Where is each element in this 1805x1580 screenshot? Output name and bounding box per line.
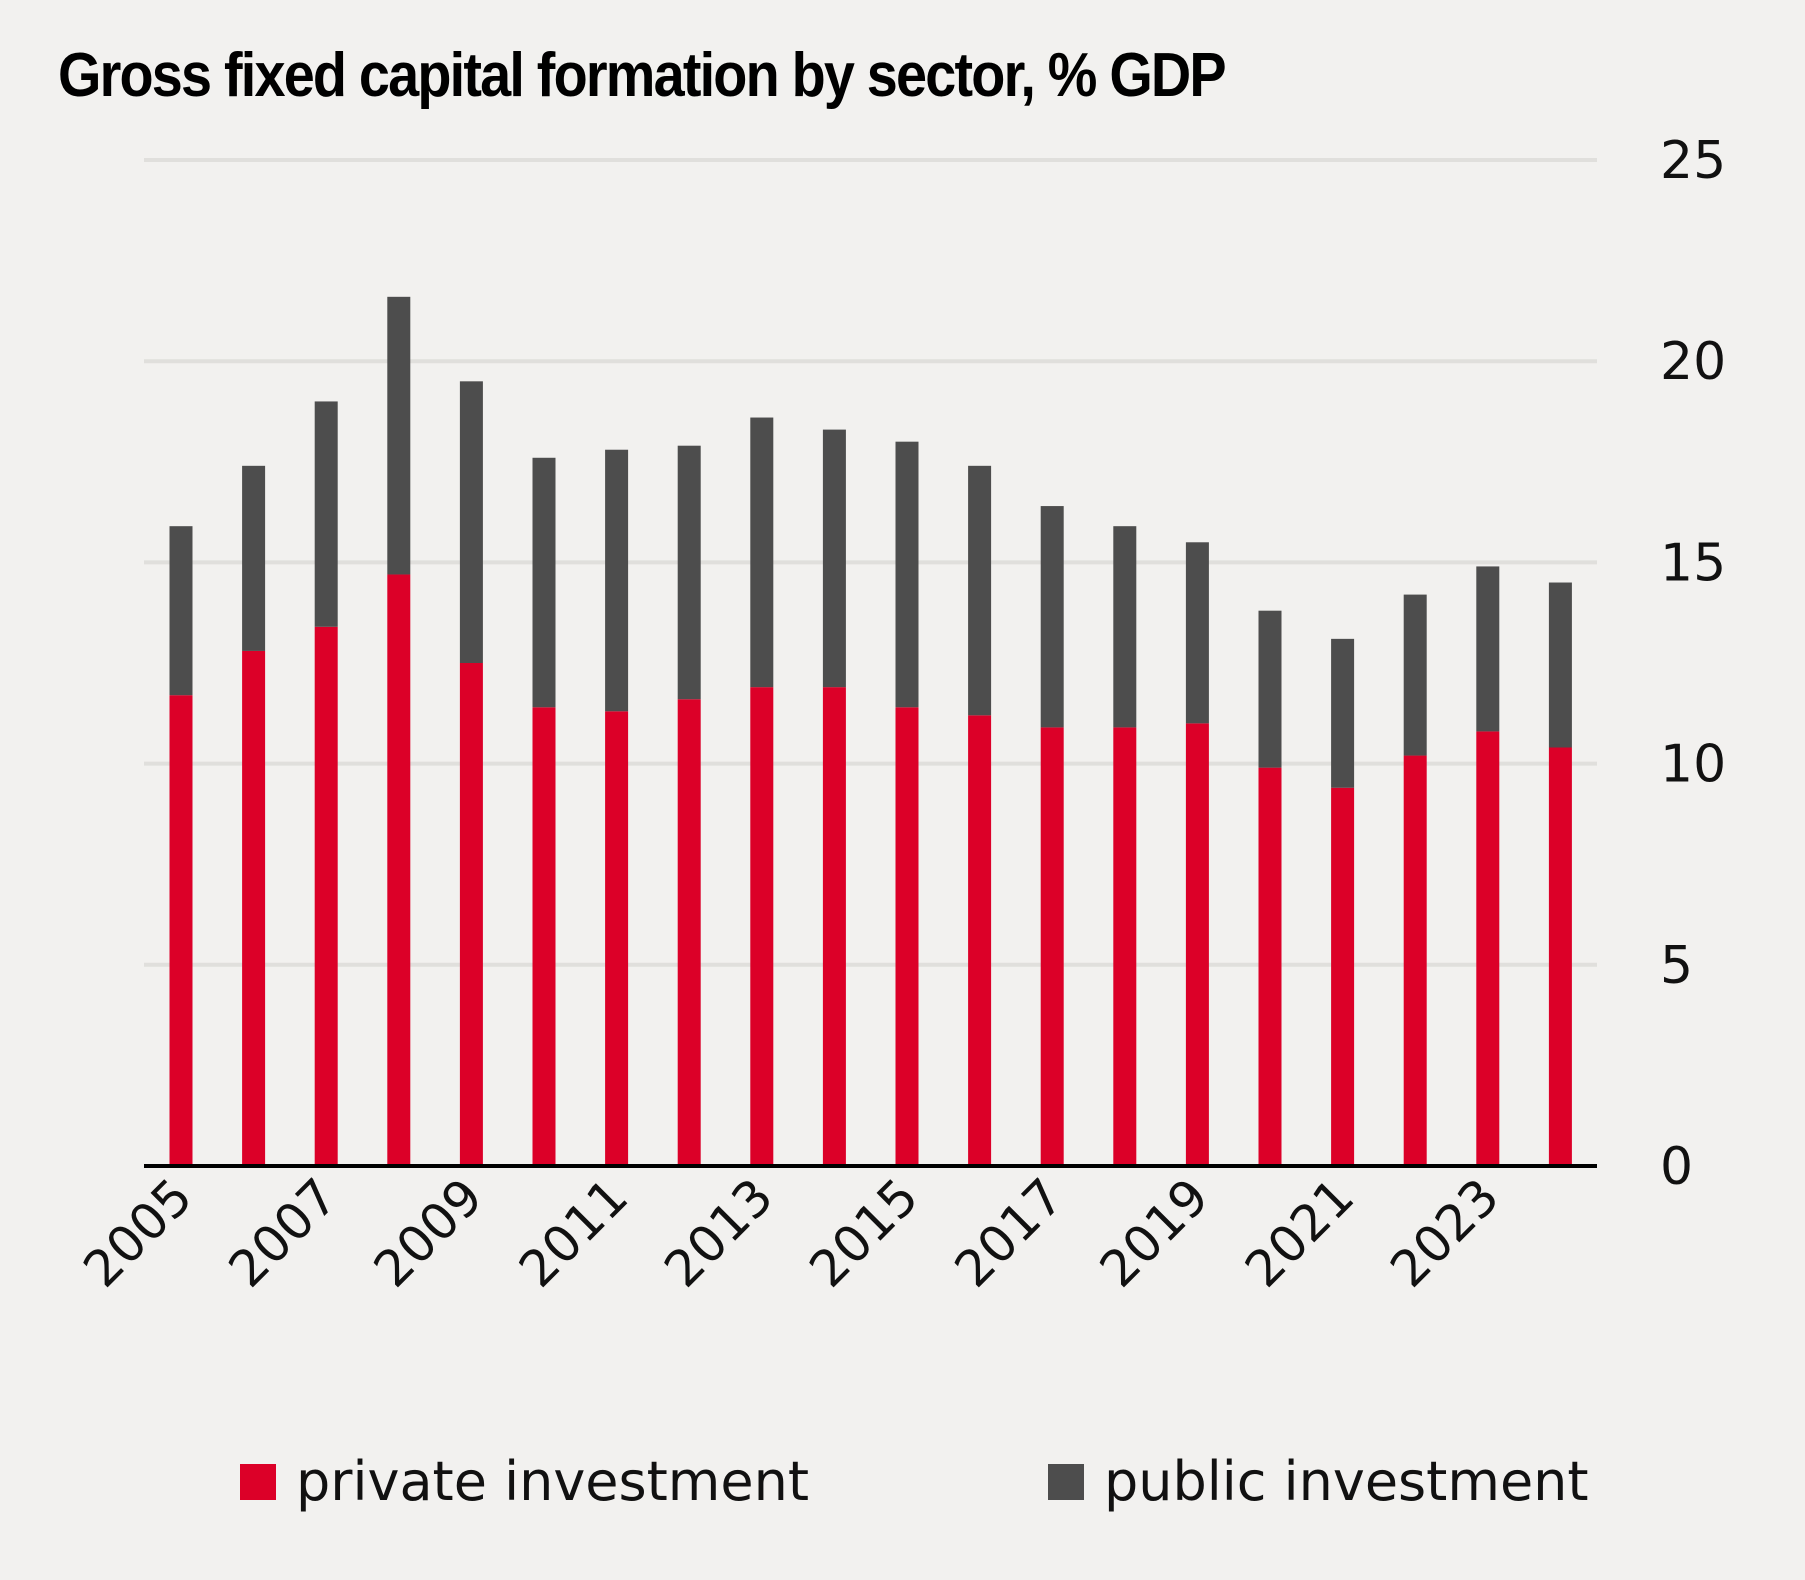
bar-private-2011 (605, 711, 629, 1166)
bar-public-2017 (1040, 506, 1064, 728)
x-tick-label: 2023 (1379, 1167, 1510, 1298)
x-tick-label: 2017 (944, 1167, 1075, 1298)
chart-title: Gross fixed capital formation by sector,… (58, 41, 1227, 110)
bar-public-2009 (459, 381, 483, 663)
bar-public-2011 (605, 449, 629, 712)
x-tick-label: 2005 (72, 1167, 203, 1298)
x-tick-label: 2007 (218, 1167, 349, 1298)
y-tick-label: 25 (1660, 131, 1726, 191)
bar-private-2023 (1476, 731, 1500, 1166)
bar-private-2017 (1040, 727, 1064, 1166)
bar-private-2013 (750, 687, 774, 1166)
y-tick-label: 5 (1660, 936, 1693, 996)
bar-public-2019 (1185, 542, 1209, 724)
x-tick-label: 2011 (508, 1167, 639, 1298)
y-tick-label: 10 (1660, 735, 1726, 795)
y-tick-label: 0 (1660, 1137, 1693, 1197)
bar-public-2020 (1258, 610, 1282, 768)
bar-private-2018 (1113, 727, 1137, 1166)
x-tick-label: 2015 (798, 1167, 929, 1298)
bar-private-2015 (895, 707, 919, 1166)
bar-private-2012 (677, 699, 701, 1166)
y-tick-label: 20 (1660, 332, 1726, 392)
bar-public-2015 (895, 441, 919, 708)
legend-swatch-private (240, 1463, 276, 1500)
x-tick-label: 2021 (1234, 1167, 1365, 1298)
legend-item-public: public investment (1048, 1450, 1589, 1513)
bar-private-2022 (1403, 755, 1427, 1166)
bar-public-2007 (314, 401, 338, 627)
legend-label-private: private investment (296, 1450, 810, 1513)
bar-private-2009 (459, 663, 483, 1166)
bar-private-2006 (242, 650, 266, 1166)
bar-private-2007 (314, 626, 338, 1166)
bar-public-2006 (242, 465, 266, 651)
legend-item-private: private investment (240, 1450, 809, 1513)
bar-public-2014 (822, 429, 846, 688)
x-tick-label: 2019 (1089, 1167, 1220, 1298)
bar-public-2012 (677, 445, 701, 700)
y-tick-label: 15 (1660, 533, 1726, 593)
bar-private-2008 (387, 574, 411, 1166)
bar-private-2005 (169, 695, 193, 1166)
bar-public-2023 (1476, 566, 1500, 732)
bar-private-2020 (1258, 767, 1282, 1166)
bar-public-2018 (1113, 526, 1137, 728)
bar-private-2021 (1331, 787, 1355, 1166)
legend-swatch-public (1048, 1463, 1084, 1500)
bar-public-2005 (169, 526, 193, 696)
x-tick-label: 2013 (653, 1167, 784, 1298)
legend-label-public: public investment (1104, 1450, 1589, 1513)
bar-public-2010 (532, 457, 556, 708)
bar-private-2016 (968, 715, 992, 1166)
bar-private-2014 (822, 687, 846, 1166)
bar-private-2024 (1548, 747, 1572, 1166)
bar-public-2016 (968, 465, 992, 716)
bar-private-2010 (532, 707, 556, 1166)
bar-private-2019 (1185, 723, 1209, 1166)
bar-public-2022 (1403, 594, 1427, 756)
bar-public-2021 (1331, 638, 1355, 788)
bar-public-2013 (750, 417, 774, 688)
bar-public-2008 (387, 296, 411, 575)
x-tick-label: 2009 (363, 1167, 494, 1298)
bar-public-2024 (1548, 582, 1572, 748)
